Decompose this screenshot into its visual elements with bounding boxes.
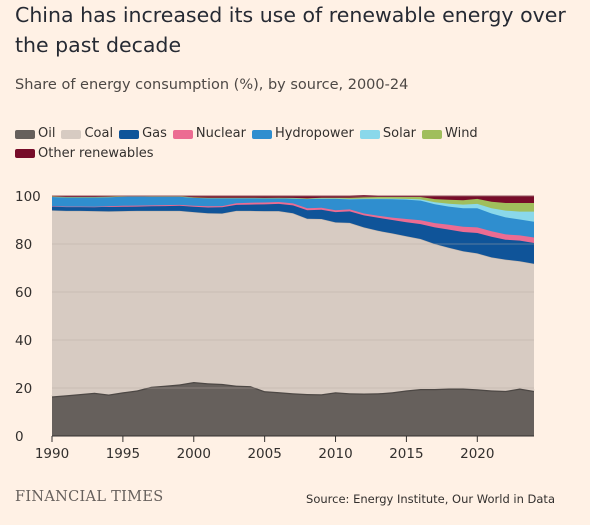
x-tick-label: 2010 <box>318 446 352 462</box>
x-tick-label: 1990 <box>35 446 69 462</box>
x-tick-label: 2005 <box>247 446 281 462</box>
legend: Oil Coal Gas Nuclear Hydropower Solar Wind Othe… <box>15 125 575 164</box>
legend-swatch-other-renewables <box>15 149 35 158</box>
areas <box>51 194 535 436</box>
legend-label-nuclear: Nuclear <box>195 126 246 141</box>
y-tick-label: 100 <box>15 189 41 205</box>
area-gas <box>52 203 534 264</box>
area-hydropower <box>52 196 534 238</box>
legend-swatch-hydropower <box>251 129 272 139</box>
x-tick-label: 2000 <box>177 446 211 462</box>
y-tick-label: 80 <box>15 237 32 253</box>
area-oil <box>52 382 534 436</box>
legend-label-other-renewables: Other renewables <box>38 145 154 161</box>
stacked-area-chart: 0 20 40 60 80 100 1990 1995 2000 2005 2010 2015 2020 <box>15 189 535 462</box>
legend-swatch-wind <box>422 129 443 139</box>
x-tick-label: 2015 <box>389 446 423 462</box>
legend-swatch-gas <box>119 129 140 139</box>
legend-label-solar: Solar <box>382 126 417 141</box>
legend-label-coal: Coal <box>84 126 114 141</box>
legend-label-hydropower: Hydropower <box>274 126 354 141</box>
area-coal <box>52 210 534 397</box>
legend-label-oil: Oil <box>38 126 56 141</box>
ft-logo: FINANCIAL TIMES <box>15 489 164 505</box>
legend-label-wind: Wind <box>445 126 478 141</box>
legend-item-nuclear: Nuclear <box>172 125 246 143</box>
x-tick-label: 2020 <box>460 446 494 462</box>
legend-item-solar: Solar <box>359 125 417 143</box>
legend-swatch-coal <box>61 129 82 139</box>
x-tick-label: 1995 <box>106 446 140 462</box>
y-tick-label: 60 <box>15 285 32 301</box>
legend-item-wind: Wind <box>422 125 478 143</box>
y-tick-label: 40 <box>15 333 32 349</box>
legend-swatch-oil <box>15 129 35 139</box>
legend-swatch-solar <box>359 129 380 139</box>
legend-item-hydropower: Hydropower <box>251 125 354 143</box>
chart-subtitle: Share of energy consumption (%), by sour… <box>15 77 409 93</box>
y-tick-label: 0 <box>15 429 24 445</box>
legend-item-oil: Oil <box>15 125 55 143</box>
y-tick-label: 20 <box>15 381 32 397</box>
chart-title: China has increased its use of renewable… <box>15 3 566 57</box>
legend-item-other-renewables: Other renewables <box>15 145 154 163</box>
legend-item-coal: Coal <box>61 125 113 143</box>
legend-label-gas: Gas <box>142 126 167 141</box>
line-other-renewables <box>52 194 534 197</box>
legend-swatch-nuclear <box>172 129 193 139</box>
source-note: Source: Energy Institute, Our World in D… <box>306 492 555 506</box>
legend-item-gas: Gas <box>119 125 167 143</box>
